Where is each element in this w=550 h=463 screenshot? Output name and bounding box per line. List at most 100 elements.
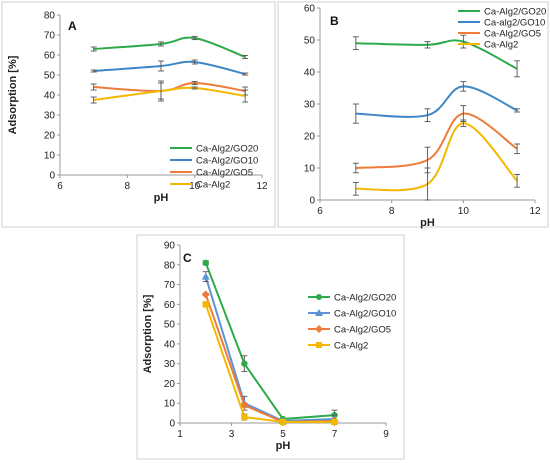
y-tick-label: 30 (164, 359, 176, 370)
error-bar (242, 72, 249, 76)
data-point (201, 290, 210, 299)
legend-entry: Ca-Alg2 (308, 341, 368, 352)
error-bar (460, 119, 467, 127)
error-bar (191, 80, 198, 86)
legend-marker (316, 294, 322, 300)
series-line (204, 276, 335, 423)
data-point (240, 401, 249, 410)
error-bar (191, 86, 198, 90)
legend-entry: Ca-Alg2/GO20 (458, 7, 546, 18)
x-tick-label: 3 (229, 429, 235, 440)
y-tick-label: 60 (304, 4, 316, 15)
error-bar (90, 83, 97, 91)
error-bar (242, 89, 249, 103)
x-axis-label: pH (276, 440, 291, 452)
x-tick-label: 5 (280, 429, 286, 440)
error-bar (352, 103, 359, 124)
data-point (201, 272, 210, 280)
x-tick-label: 1 (177, 429, 183, 440)
error-bar (352, 162, 359, 174)
panel-letter: A (68, 19, 77, 33)
legend-marker (315, 325, 323, 333)
series-line (204, 304, 335, 424)
series-line (93, 60, 246, 75)
error-bar (158, 60, 164, 72)
error-bar (514, 108, 521, 113)
legend-entry: Ca-Alg2/GO20 (170, 144, 258, 155)
y-tick-label: 90 (164, 241, 176, 252)
legend-label: Ca-Alg2/GO10 (196, 156, 258, 167)
error-bar (90, 69, 97, 73)
error-bar (191, 35, 198, 41)
x-tick-label: 12 (529, 206, 541, 217)
y-tick-label: 40 (164, 339, 176, 350)
x-axis-label: pH (154, 192, 169, 204)
error-bar (424, 108, 431, 123)
series-line (93, 86, 246, 101)
series-ca-alg2 (90, 80, 249, 104)
series-line (204, 262, 335, 421)
error-bar (514, 143, 521, 155)
data-point (331, 418, 338, 426)
error-bar (352, 181, 359, 196)
y-tick-label: 70 (164, 280, 176, 291)
series-line (93, 36, 246, 58)
legend-label: Ca-Alg2/GO20 (196, 144, 258, 155)
legend-entry: Ca-Alg2/GO5 (458, 29, 541, 40)
data-point (202, 301, 209, 308)
legend-label: Ca-Alg2/GO20 (484, 7, 546, 18)
y-tick-label: 0 (49, 171, 55, 182)
x-axis-label: pH (420, 217, 435, 229)
data-point (241, 360, 248, 367)
y-axis-label: Adsorption [%] (142, 294, 154, 373)
legend-label: Ca-Alg2/GO10 (334, 309, 396, 320)
legend-entry: Ca-Alg2/GO10 (308, 309, 396, 320)
series-line (93, 81, 246, 93)
legend-entry: Ca-Alg2/GO5 (308, 325, 391, 336)
legend-label: Ca-Alg2/GO5 (196, 168, 253, 179)
series-line (355, 122, 518, 192)
y-tick-label: 30 (304, 100, 316, 111)
series-ca-alg2/go20 (352, 34, 521, 78)
x-tick-label: 8 (389, 206, 395, 217)
series-ca-alg2/go10 (90, 59, 249, 76)
error-bar (158, 41, 164, 47)
y-tick-label: 10 (304, 164, 316, 175)
error-bar (90, 46, 97, 52)
y-tick-label: 20 (304, 132, 316, 143)
legend-label: Ca-Alg2 (196, 180, 230, 191)
panel-letter: B (330, 14, 339, 28)
chart-panel-a: 0 10 20 30 40 50 60 70 80 6 8 10 12 pH Adsorption [%] A… (1, 1, 276, 228)
error-bar (460, 81, 467, 92)
y-tick-label: 80 (44, 11, 56, 22)
error-bar (191, 59, 198, 65)
y-tick-label: 0 (169, 419, 175, 430)
y-tick-label: 50 (164, 320, 176, 331)
y-tick-label: 60 (164, 300, 176, 311)
error-bar (424, 167, 431, 201)
x-tick-label: 10 (189, 181, 201, 192)
legend-marker (316, 342, 322, 348)
y-tick-label: 80 (164, 260, 176, 271)
legend-label: Ca-alg2/GO10 (484, 18, 545, 29)
data-point (279, 418, 287, 426)
error-bar (352, 36, 359, 51)
error-bar (242, 54, 249, 60)
series-ca-alg2/go20 (90, 35, 249, 60)
legend-entry: Ca-Alg2/GO10 (170, 156, 258, 167)
x-tick-label: 8 (125, 181, 131, 192)
y-tick-label: 60 (44, 51, 56, 62)
series-line (355, 85, 518, 118)
legend-label: Ca-Alg2 (484, 40, 518, 51)
x-tick-label: 10 (458, 206, 470, 217)
x-tick-label: 9 (383, 429, 389, 440)
chart-panel-b: 0 10 20 30 40 50 60 6 8 10 12 pH B Ca-Alg2/GO20Ca-alg… (277, 1, 549, 229)
y-tick-label: 40 (44, 91, 56, 102)
series-line (355, 39, 518, 70)
data-point (241, 413, 248, 421)
error-bar (158, 80, 164, 102)
legend-entry: Ca-Alg2 (170, 180, 230, 191)
x-tick-label: 6 (317, 206, 323, 217)
error-bar (514, 173, 521, 188)
panel-frame (136, 234, 405, 460)
